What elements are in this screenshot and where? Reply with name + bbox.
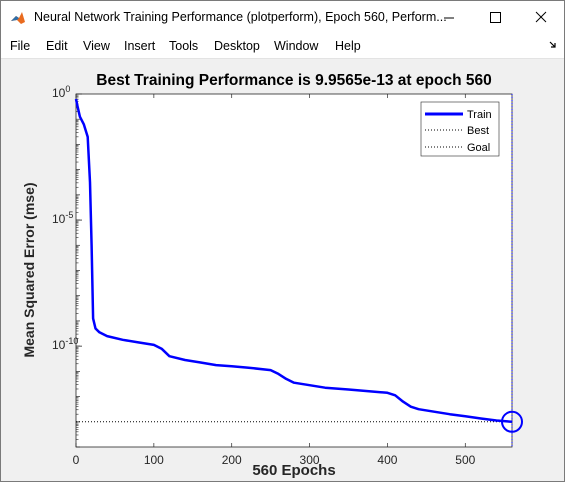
close-button[interactable] — [518, 1, 564, 34]
performance-chart: Best Training Performance is 9.9565e-13 … — [21, 72, 523, 479]
matlab-icon — [11, 12, 25, 24]
x-tick-label-300: 300 — [300, 453, 320, 467]
menu-view[interactable]: View — [83, 39, 110, 53]
legend-goal-label: Goal — [467, 142, 490, 154]
y-tick-label-0: 100 — [52, 84, 70, 100]
x-tick-label-100: 100 — [144, 453, 164, 467]
dock-arrow-icon[interactable] — [549, 41, 557, 49]
y-tick-label--5: 10-5 — [52, 210, 73, 226]
menu-window[interactable]: Window — [274, 39, 319, 53]
menu-file[interactable]: File — [10, 39, 31, 53]
x-tick-label-0: 0 — [73, 453, 80, 467]
close-icon — [535, 11, 547, 23]
menu-edit[interactable]: Edit — [46, 39, 68, 53]
minimize-button[interactable] — [426, 1, 472, 34]
menu-help[interactable]: Help — [335, 39, 361, 53]
x-tick-label-500: 500 — [455, 453, 475, 467]
menu-desktop[interactable]: Desktop — [214, 39, 260, 53]
window-title: Neural Network Training Performance (plo… — [34, 10, 447, 24]
legend-train-label: Train — [467, 109, 492, 121]
best-point-marker — [501, 410, 523, 433]
minimize-icon — [444, 17, 454, 19]
legend-best-label: Best — [467, 125, 489, 137]
x-tick-label-400: 400 — [377, 453, 397, 467]
train-series-line — [74, 98, 513, 424]
x-tick-label-200: 200 — [222, 453, 242, 467]
legend: Train Best Goal — [420, 101, 500, 157]
menu-bar: File Edit View Insert Tools Desktop Wind… — [1, 34, 564, 59]
menu-tools[interactable]: Tools — [169, 39, 199, 53]
maximize-icon — [490, 12, 501, 23]
x-axis-label: 560 Epochs — [252, 462, 335, 479]
chart-title: Best Training Performance is 9.9565e-13 … — [96, 72, 491, 89]
y-tick-label--10: 10-10 — [52, 336, 78, 352]
y-axis-label: Mean Squared Error (mse) — [21, 182, 37, 357]
plot-area: Best Training Performance is 9.9565e-13 … — [1, 59, 564, 481]
title-bar[interactable]: Neural Network Training Performance (plo… — [1, 1, 564, 34]
maximize-button[interactable] — [472, 1, 518, 34]
menu-insert[interactable]: Insert — [124, 39, 156, 53]
